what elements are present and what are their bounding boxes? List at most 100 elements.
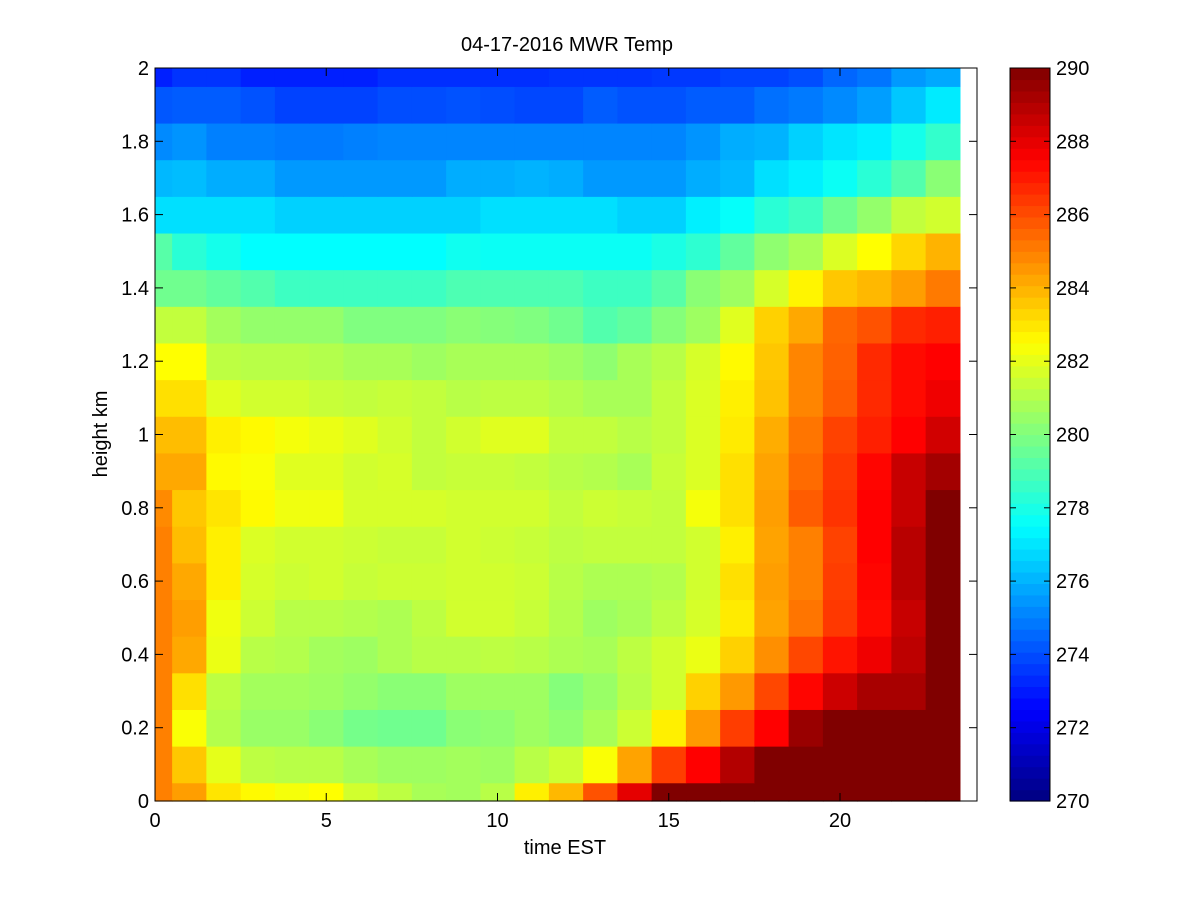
- chart-title: 04-17-2016 MWR Temp: [461, 34, 673, 56]
- heatmap-cell: [377, 562, 413, 601]
- colorbar-band: [1010, 617, 1050, 630]
- colorbar-ticks: 270 272 274 276 278 280 282 284 286 288 290: [1010, 58, 1089, 813]
- heatmap-cell: [788, 709, 824, 747]
- heatmap-cell: [925, 526, 961, 564]
- heatmap-cell: [548, 416, 584, 454]
- heatmap-cell: [377, 599, 413, 637]
- heatmap-cell: [343, 562, 379, 601]
- heatmap-cell: [309, 562, 344, 601]
- colorbar-band: [1010, 445, 1050, 458]
- heatmap-cell: [480, 452, 516, 491]
- heatmap-cell: [514, 452, 550, 491]
- heatmap-cell: [720, 196, 755, 234]
- heatmap-cell: [240, 489, 276, 527]
- heatmap-cell: [685, 709, 721, 747]
- heatmap-cell: [788, 122, 824, 161]
- heatmap-cell: [583, 782, 618, 802]
- heatmap-cell: [617, 746, 653, 784]
- heatmap-cell: [155, 562, 173, 601]
- heatmap-cell: [925, 379, 961, 417]
- heatmap-cell: [172, 342, 207, 381]
- heatmap-cell: [617, 68, 653, 87]
- heatmap-cell: [685, 746, 721, 784]
- colorbar-band: [1010, 148, 1050, 161]
- heatmap-cell: [754, 672, 790, 710]
- heatmap-cell: [514, 489, 550, 527]
- heatmap-cell: [822, 782, 858, 802]
- heatmap-cell: [274, 782, 310, 802]
- heatmap-cell: [720, 562, 755, 601]
- heatmap-cell: [822, 122, 858, 161]
- heatmap-cell: [480, 489, 516, 527]
- heatmap-cell: [754, 599, 790, 637]
- heatmap-cell: [925, 342, 961, 381]
- heatmap-cell: [514, 86, 550, 124]
- colorbar-tick-label: 284: [1056, 278, 1089, 300]
- heatmap-cell: [446, 746, 481, 784]
- heatmap-cell: [754, 636, 790, 674]
- heatmap-cell: [788, 489, 824, 527]
- heatmap-cell: [925, 562, 961, 601]
- heatmap-cell: [891, 489, 927, 527]
- heatmap-cell: [309, 68, 344, 87]
- heatmap-cell: [788, 746, 824, 784]
- heatmap-cell: [925, 452, 961, 491]
- heatmap-cell: [309, 269, 344, 307]
- heatmap-cell: [822, 526, 858, 564]
- heatmap-cell: [788, 342, 824, 381]
- heatmap-cell: [857, 342, 892, 381]
- heatmap-cell: [925, 306, 961, 344]
- heatmap-cell: [891, 562, 927, 601]
- heatmap-cell: [617, 306, 653, 344]
- heatmap-cell: [172, 526, 207, 564]
- heatmap-cell: [480, 599, 516, 637]
- heatmap-cell: [155, 526, 173, 564]
- heatmap-cell: [446, 526, 481, 564]
- heatmap-cell: [155, 232, 173, 271]
- heatmap-cell: [309, 452, 344, 491]
- y-tick-label: 1.6: [121, 205, 149, 227]
- heatmap-cell: [514, 746, 550, 784]
- heatmap-cell: [377, 672, 413, 710]
- heatmap-cell: [155, 746, 173, 784]
- heatmap-cell: [480, 672, 516, 710]
- colorbar-band: [1010, 159, 1050, 172]
- colorbar-band: [1010, 251, 1050, 264]
- heatmap-cell: [480, 746, 516, 784]
- heatmap-cell: [172, 306, 207, 344]
- heatmap-cell: [155, 672, 173, 710]
- heatmap-cell: [446, 599, 481, 637]
- colorbar-band: [1010, 686, 1050, 699]
- heatmap-cell: [720, 452, 755, 491]
- heatmap-cell: [617, 782, 653, 802]
- heatmap-cell: [754, 526, 790, 564]
- heatmap-cell: [822, 452, 858, 491]
- heatmap-cell: [857, 416, 892, 454]
- heatmap-cell: [274, 86, 310, 124]
- heatmap-cell: [377, 782, 413, 802]
- colorbar-band: [1010, 125, 1050, 138]
- y-tick-label: 0.8: [121, 498, 149, 520]
- colorbar-band: [1010, 560, 1050, 573]
- heatmap-cell: [446, 709, 481, 747]
- heatmap-cell: [925, 709, 961, 747]
- heatmap-cell: [822, 342, 858, 381]
- heatmap-cell: [857, 196, 892, 234]
- heatmap-cell: [240, 526, 276, 564]
- heatmap-cell: [857, 379, 892, 417]
- heatmap-cell: [857, 709, 892, 747]
- heatmap-cell: [548, 122, 584, 161]
- colorbar-tick-label: 288: [1056, 131, 1089, 153]
- heatmap-cell: [155, 489, 173, 527]
- heatmap-cell: [925, 86, 961, 124]
- heatmap-cell: [411, 232, 447, 271]
- heatmap-cell: [343, 782, 379, 802]
- heatmap-cell: [514, 269, 550, 307]
- heatmap-cell: [411, 746, 447, 784]
- heatmap-cell: [446, 636, 481, 674]
- heatmap-cell: [685, 416, 721, 454]
- heatmap-cell: [925, 232, 961, 271]
- colorbar-tick-label: 272: [1056, 718, 1089, 740]
- heatmap-cell: [583, 232, 618, 271]
- heatmap-cell: [377, 342, 413, 381]
